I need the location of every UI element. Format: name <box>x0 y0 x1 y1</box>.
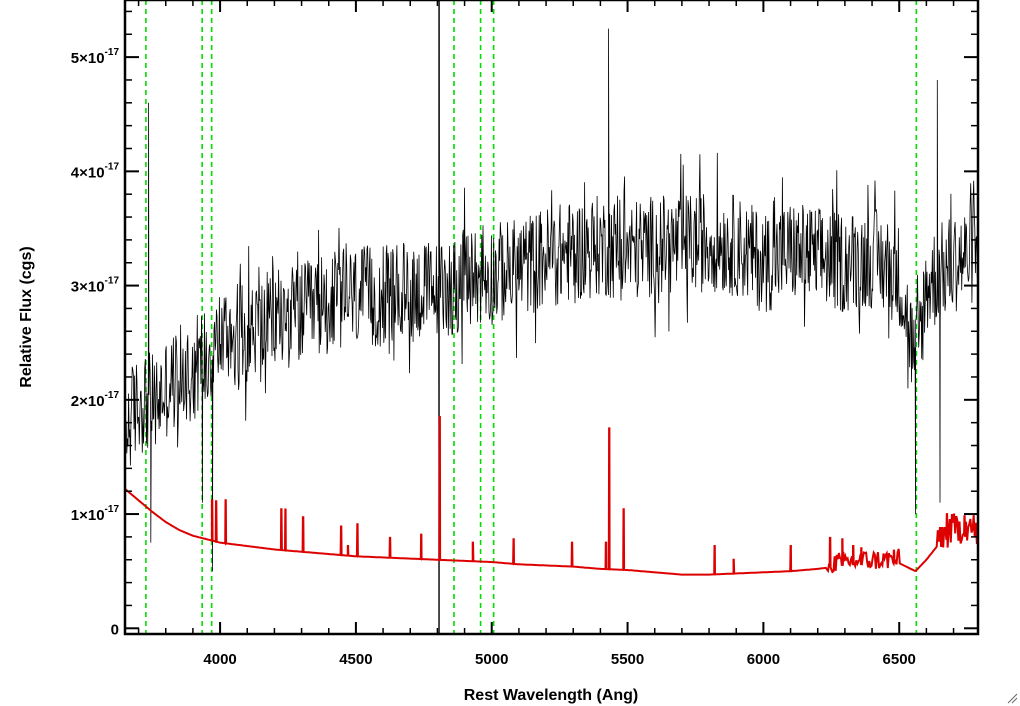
y-tick-label-4: 4×10-17 <box>71 161 120 181</box>
x-axis-title: Rest Wavelength (Ang) <box>464 687 639 704</box>
x-tick-label-5500: 5500 <box>611 651 644 668</box>
y-axis: 0 1×10-17 2×10-17 3×10-17 4×10-17 5×10-17 <box>71 10 978 638</box>
plot-frame <box>123 0 980 636</box>
y-tick-label-2: 2×10-17 <box>71 390 120 410</box>
plot-area <box>123 0 980 636</box>
resize-grip-icon[interactable] <box>1006 692 1018 704</box>
x-tick-label-6500: 6500 <box>883 651 916 668</box>
series-model-spectrum <box>125 416 978 576</box>
x-tick-label-5000: 5000 <box>475 651 508 668</box>
x-axis: 4000 4500 5000 5500 6000 6500 <box>137 0 955 668</box>
y-tick-label-3: 3×10-17 <box>71 276 120 296</box>
x-tick-label-6000: 6000 <box>747 651 780 668</box>
y-tick-label-5: 5×10-17 <box>71 47 120 67</box>
x-tick-label-4000: 4000 <box>203 651 236 668</box>
y-axis-title: Relative Flux (cgs) <box>18 246 35 387</box>
series-layer <box>125 0 978 634</box>
x-tick-label-4500: 4500 <box>339 651 372 668</box>
y-tick-label-0: 0 <box>111 621 119 638</box>
series-observed-spectrum <box>125 0 978 634</box>
y-tick-label-1: 1×10-17 <box>71 504 120 524</box>
